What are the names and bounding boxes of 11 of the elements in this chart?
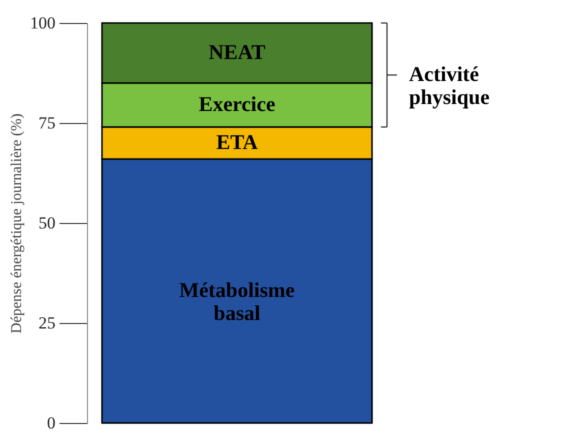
- y-axis-title: Dépense énergétique journalière (%): [9, 113, 25, 334]
- y-tick-label: 100: [30, 14, 56, 32]
- y-tick-label: 0: [47, 414, 56, 432]
- series-label: NEAT: [208, 40, 266, 64]
- series-label: ETA: [216, 130, 259, 154]
- series-label: Métabolisme basal: [179, 278, 295, 325]
- series-label: Exercice: [198, 92, 276, 116]
- text: Activité physique: [409, 62, 490, 109]
- y-tick-label: 75: [38, 114, 56, 132]
- y-tick-label: 25: [38, 314, 56, 332]
- y-tick-label: 50: [38, 214, 56, 232]
